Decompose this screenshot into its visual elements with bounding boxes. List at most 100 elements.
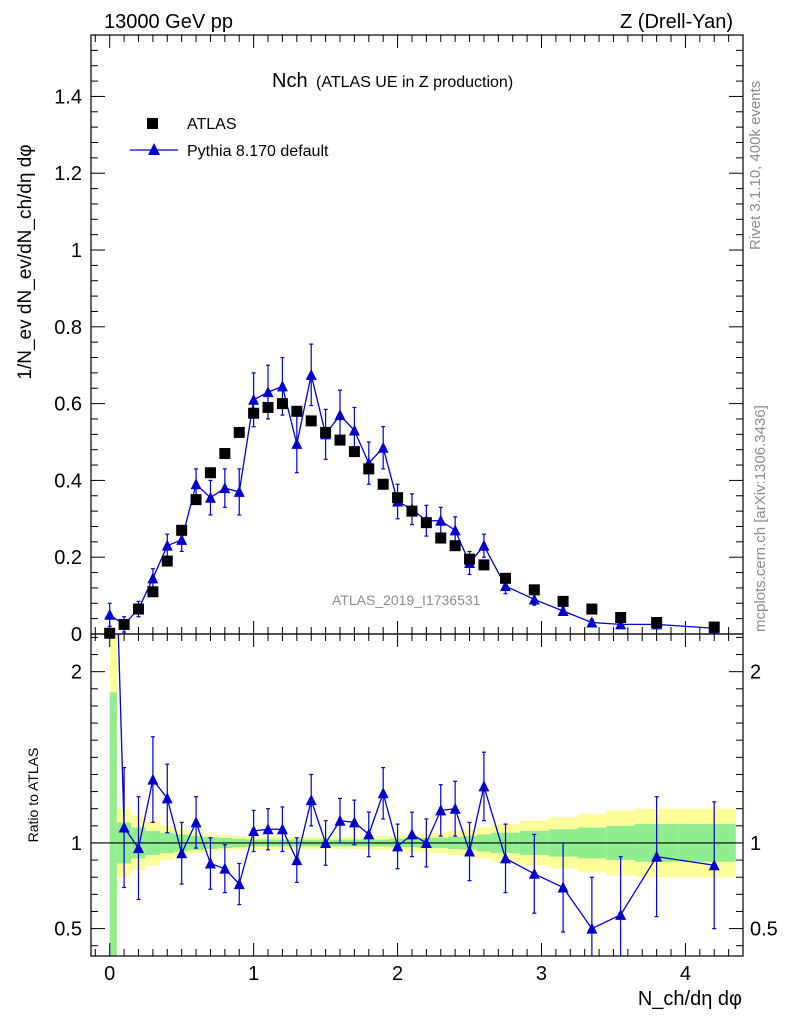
- ratio-point: [291, 854, 303, 866]
- ratio-point: [276, 823, 288, 835]
- header-energy-label: 13000 GeV pp: [104, 11, 233, 33]
- pythia-line: [109, 374, 715, 629]
- ratio-point: [363, 828, 375, 840]
- pythia-point: [478, 539, 490, 551]
- ratio-point: [233, 878, 245, 890]
- x-tick-label: 0: [104, 963, 115, 985]
- main-panel-series: [104, 343, 720, 639]
- atlas-point: [262, 401, 274, 413]
- ratio-series-clip-group: [117, 634, 720, 956]
- pythia-point: [204, 491, 216, 503]
- pythia-point: [176, 533, 188, 545]
- ratio-point: [305, 794, 317, 806]
- x-axis-title: N_ch/dη dφ: [638, 988, 742, 1010]
- atlas-point: [190, 494, 202, 506]
- pythia-point: [334, 409, 346, 421]
- pythia-point: [190, 478, 202, 490]
- ratio-point: [557, 881, 569, 893]
- atlas-point: [651, 616, 663, 628]
- pythia-point: [161, 539, 173, 551]
- ratio-point: [262, 823, 274, 835]
- plot-title-main: Nch: [272, 70, 308, 92]
- plot-title-sub: (ATLAS UE in Z production): [316, 74, 513, 91]
- atlas-point: [528, 584, 540, 596]
- atlas-point: [291, 405, 303, 417]
- ratio-point: [708, 859, 720, 871]
- pythia-point: [557, 604, 569, 616]
- atlas-point: [615, 611, 627, 623]
- main-y-tick-label: 0: [71, 624, 82, 646]
- pythia-point: [586, 616, 598, 628]
- ratio-panel-series: [117, 634, 720, 956]
- pythia-point: [435, 514, 447, 526]
- ratio-point: [320, 836, 332, 848]
- pythia-point: [104, 608, 116, 620]
- pythia-point: [219, 482, 231, 494]
- ratio-point: [334, 814, 346, 826]
- x-tick-label: 2: [392, 963, 403, 985]
- legend-pythia-label: Pythia 8.170 default: [187, 143, 329, 160]
- ratio-point: [204, 857, 216, 869]
- main-y-axis-title: 1/N_ev dN_ev/dN_ch/dη dφ: [15, 144, 36, 379]
- ratio-point: [219, 862, 231, 874]
- x-tick-label: 4: [680, 963, 691, 985]
- ratio-point: [528, 867, 540, 879]
- atlas-point: [320, 426, 332, 438]
- ratio-point: [500, 852, 512, 864]
- ratio-uncertainty-bands: [109, 634, 736, 956]
- pythia-point: [348, 424, 360, 436]
- main-y-tick-label: 0.4: [54, 470, 82, 492]
- ratio-point: [392, 840, 404, 852]
- ratio-band-inner: [109, 692, 117, 956]
- legend-atlas-label: ATLAS: [187, 116, 237, 133]
- atlas-point: [420, 517, 432, 529]
- ratio-y-tick-label-right: 0.5: [750, 919, 778, 941]
- atlas-point: [500, 572, 512, 584]
- ratio-panel-axes: 0 1 2 3 4 0.5 0.5 1 1 2 2: [54, 621, 778, 985]
- ratio-point: [147, 773, 159, 785]
- main-y-tick-label: 1: [71, 240, 82, 262]
- atlas-point: [557, 595, 569, 607]
- ratio-point: [348, 816, 360, 828]
- ratio-y-tick-label-right: 1: [750, 833, 761, 855]
- ratio-point: [176, 847, 188, 859]
- atlas-point: [161, 555, 173, 567]
- plot-title: Nch (ATLAS UE in Z production): [272, 70, 513, 92]
- atlas-point: [334, 434, 346, 446]
- ratio-point: [449, 802, 461, 814]
- atlas-point: [305, 415, 317, 427]
- ratio-line: [117, 634, 715, 930]
- pythia-point: [248, 393, 260, 405]
- atlas-point: [233, 426, 245, 438]
- atlas-point: [276, 398, 288, 410]
- atlas-point: [104, 627, 116, 639]
- ratio-point: [420, 836, 432, 848]
- atlas-point: [377, 478, 389, 490]
- atlas-point: [708, 621, 720, 633]
- atlas-point: [449, 540, 461, 552]
- ratio-point: [406, 828, 418, 840]
- mcplots-credit-label: mcplots.cern.ch [arXiv:1306.3436]: [752, 405, 769, 632]
- ratio-panel-frame: [90, 633, 744, 957]
- pythia-point: [615, 618, 627, 630]
- atlas-point: [132, 603, 144, 615]
- atlas-point: [204, 467, 216, 479]
- ratio-y-tick-label: 2: [71, 662, 82, 684]
- atlas-point: [348, 446, 360, 458]
- ratio-point: [478, 780, 490, 792]
- x-tick-label: 3: [536, 963, 547, 985]
- legend-pythia-marker: [148, 143, 160, 155]
- ratio-point: [435, 804, 447, 816]
- ratio-point: [248, 824, 260, 836]
- atlas-point: [406, 505, 418, 517]
- ratio-y-tick-label: 1: [71, 833, 82, 855]
- main-y-tick-label: 1.4: [54, 86, 82, 108]
- pythia-point: [233, 485, 245, 497]
- analysis-label: ATLAS_2019_I1736531: [332, 592, 481, 608]
- pythia-point: [276, 380, 288, 392]
- main-y-tick-label: 0.6: [54, 394, 82, 416]
- pythia-point: [449, 524, 461, 536]
- rivet-version-label: Rivet 3.1.10, 400k events: [747, 81, 764, 250]
- atlas-point: [392, 492, 404, 504]
